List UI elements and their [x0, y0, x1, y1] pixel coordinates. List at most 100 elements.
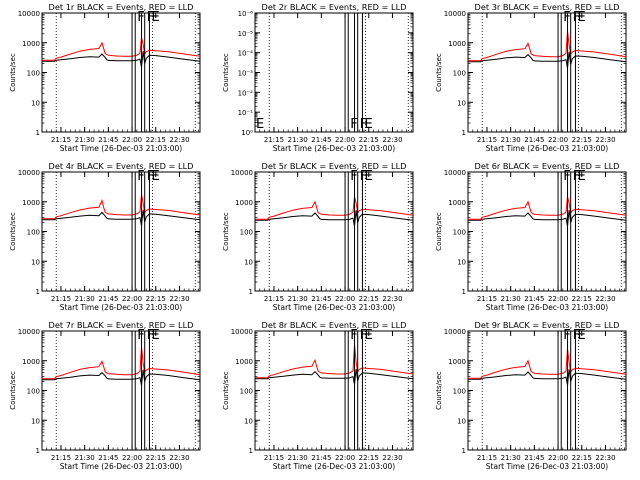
x-tick-label: 22:00: [122, 454, 142, 462]
x-axis-label: Start Time (26-Dec-03 21:03:00): [486, 303, 608, 312]
flare-mark-label: F: [350, 117, 357, 132]
x-tick-label: 22:30: [595, 454, 615, 462]
x-tick-label: 22:00: [548, 295, 568, 303]
y-tick-label: 10⁻⁴: [238, 50, 254, 58]
y-tick-label: 10: [457, 417, 466, 425]
detector-panel-8: Det 8r BLACK = Events, RED = LLD 10000 100…: [222, 320, 414, 471]
x-tick-label: 22:15: [359, 454, 379, 462]
x-axis-label: Start Time (26-Dec-03 21:03:00): [273, 144, 395, 153]
x-tick-label: 21:45: [524, 454, 544, 462]
y-tick-label: 100: [453, 388, 466, 396]
x-axis-label: Start Time (26-Dec-03 21:03:00): [273, 303, 395, 312]
plot-frame: [467, 171, 627, 292]
x-axis-label: Start Time (26-Dec-03 21:03:00): [486, 462, 608, 471]
y-tick-label: 1: [462, 447, 466, 455]
series-line-events: [468, 369, 627, 386]
flare-mark-label: F: [360, 169, 367, 184]
x-tick-label: 21:15: [264, 454, 284, 462]
x-tick-label: 21:30: [501, 454, 521, 462]
plot-frame: [254, 12, 414, 133]
flare-mark-label: E: [577, 328, 585, 343]
y-tick-label: 10⁻³: [238, 70, 254, 78]
series-line-lld: [255, 344, 414, 379]
x-axis-label: Start Time (26-Dec-03 21:03:00): [486, 144, 608, 153]
x-tick-label: 21:15: [51, 295, 71, 303]
y-tick-label: 1: [249, 447, 253, 455]
x-tick-label: 22:00: [548, 454, 568, 462]
plot-frame: [254, 330, 414, 451]
flare-mark-label: E: [151, 169, 159, 184]
y-tick-label: 10: [457, 99, 466, 107]
x-tick-label: 22:15: [572, 295, 592, 303]
y-axis-label: Counts/sec: [222, 53, 230, 92]
series-line-events: [468, 210, 627, 227]
y-tick-label: 1: [36, 129, 40, 137]
x-tick-label: 21:30: [75, 295, 95, 303]
y-tick-label: 10: [31, 417, 40, 425]
y-tick-label: 1: [462, 129, 466, 137]
y-tick-label: 100: [27, 388, 40, 396]
x-tick-label: 22:30: [382, 136, 402, 144]
x-axis-label: Start Time (26-Dec-03 21:03:00): [60, 462, 182, 471]
panel-title: Det 4r BLACK = Events, RED = LLD: [49, 161, 194, 171]
panel-title: Det 3r BLACK = Events, RED = LLD: [475, 2, 620, 12]
x-tick-label: 21:15: [477, 295, 497, 303]
x-axis-label: Start Time (26-Dec-03 21:03:00): [60, 144, 182, 153]
x-tick-label: 22:00: [335, 454, 355, 462]
panel-title: Det 5r BLACK = Events, RED = LLD: [262, 161, 407, 171]
x-tick-label: 21:30: [501, 136, 521, 144]
x-tick-label: 21:15: [51, 454, 71, 462]
series-line-lld: [468, 30, 627, 62]
y-tick-label: 10000: [444, 10, 466, 18]
x-tick-label: 22:30: [169, 295, 189, 303]
y-axis-label: Counts/sec: [222, 212, 230, 251]
flare-mark-label: F: [573, 169, 580, 184]
y-tick-label: 10⁻⁵: [238, 30, 254, 38]
series-line-lld: [255, 196, 414, 220]
x-tick-label: 21:45: [524, 295, 544, 303]
y-tick-label: 1000: [235, 199, 253, 207]
x-tick-label: 21:45: [98, 136, 118, 144]
flare-mark-label: E: [577, 169, 585, 184]
plot-frame: [41, 330, 201, 451]
x-tick-label: 21:15: [477, 136, 497, 144]
x-tick-label: 21:45: [98, 295, 118, 303]
series-line-events: [255, 368, 414, 385]
flare-mark-label: E: [256, 117, 264, 132]
flare-mark-label: F: [573, 328, 580, 343]
y-tick-label: 100: [240, 388, 253, 396]
x-tick-label: 22:00: [335, 136, 355, 144]
y-tick-label: 10: [457, 258, 466, 266]
y-tick-label: 1000: [22, 199, 40, 207]
flare-mark-label: F: [137, 328, 144, 343]
flare-mark-label: E: [577, 10, 585, 25]
x-tick-label: 21:15: [477, 454, 497, 462]
series-line-events: [42, 209, 201, 226]
x-tick-label: 22:15: [146, 136, 166, 144]
plot-frame: [254, 171, 414, 292]
y-tick-label: 10000: [444, 328, 466, 336]
detector-panel-3: Det 3r BLACK = Events, RED = LLD 10000 100…: [435, 2, 627, 153]
x-tick-label: 21:45: [524, 136, 544, 144]
flare-mark-label: F: [360, 328, 367, 343]
detector-panel-2: Det 2r BLACK = Events, RED = LLD 10⁻⁶ 10⁻⁵…: [222, 2, 414, 153]
x-tick-label: 21:45: [311, 454, 331, 462]
y-tick-label: 1: [36, 447, 40, 455]
y-tick-label: 10: [31, 99, 40, 107]
flare-mark-label: F: [573, 10, 580, 25]
x-tick-label: 21:30: [288, 295, 308, 303]
y-tick-label: 1000: [22, 40, 40, 48]
y-tick-label: 1000: [448, 40, 466, 48]
flare-mark-label: E: [151, 10, 159, 25]
y-tick-label: 1: [249, 288, 253, 296]
y-tick-label: 10000: [18, 169, 40, 177]
y-tick-label: 10⁻²: [238, 89, 254, 97]
flare-mark-label: F: [350, 169, 357, 184]
y-tick-label: 10: [244, 258, 253, 266]
plot-frame: [467, 330, 627, 451]
x-tick-label: 22:30: [382, 454, 402, 462]
x-tick-label: 22:00: [548, 136, 568, 144]
x-tick-label: 22:30: [595, 295, 615, 303]
x-tick-label: 21:30: [288, 454, 308, 462]
x-tick-label: 21:30: [288, 136, 308, 144]
